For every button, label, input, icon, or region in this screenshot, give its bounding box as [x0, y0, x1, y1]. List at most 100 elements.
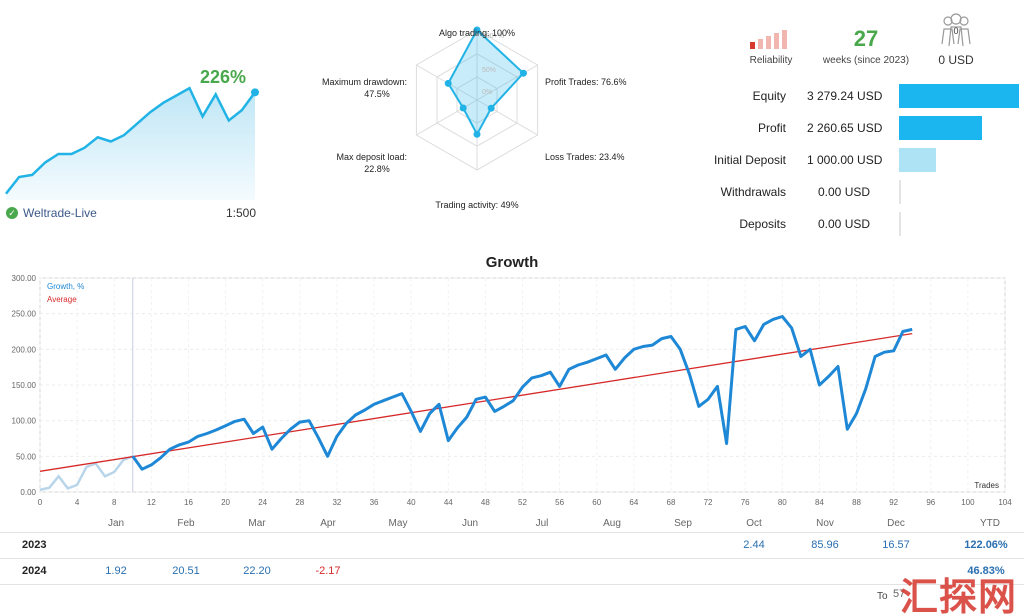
leverage: 1:500	[226, 206, 257, 220]
profit-bar	[899, 116, 982, 140]
ytd-return: 46.83%	[967, 565, 1005, 577]
y-tick-label: 50.00	[16, 452, 37, 461]
month-header: Jun	[461, 518, 479, 529]
growth-percent: 226%	[200, 67, 247, 87]
to-value: 57	[893, 588, 906, 600]
month-header: May	[388, 518, 408, 529]
withdrawals-bar	[899, 180, 901, 204]
growth-chart: 0.0050.00100.00150.00200.00250.00300.00 …	[12, 274, 1013, 507]
profit-value: 2 260.65 USD	[807, 121, 883, 135]
month-header: Nov	[816, 518, 834, 529]
radar-area	[447, 28, 525, 137]
month-return: 20.51	[172, 565, 200, 577]
x-tick-label: 28	[295, 498, 304, 507]
y-tick-label: 0.00	[20, 488, 36, 497]
radar-ring-label: 0%	[482, 89, 492, 96]
weeks-label: weeks (since 2023)	[822, 55, 910, 66]
month-header: Mar	[248, 518, 266, 529]
month-return: 2.44	[743, 539, 765, 551]
x-tick-label: 40	[407, 498, 416, 507]
x-tick-label: 72	[704, 498, 713, 507]
mini-growth-end-dot	[251, 88, 259, 97]
withdrawals-value: 0.00 USD	[818, 185, 871, 199]
table-divider	[0, 584, 1024, 585]
growth-chart-title: Growth	[485, 254, 539, 271]
month-header: Dec	[887, 518, 905, 529]
x-axis-ticks: 0 4 8 12 16 20 24 28 32 36 40 44 48 52 56 60 64 68 72 76 80 8…	[38, 498, 1012, 507]
y-tick-label: 200.00	[12, 345, 37, 354]
equity-bar	[899, 84, 1019, 108]
x-tick-label: 68	[667, 498, 676, 507]
equity-label: Equity	[752, 89, 786, 103]
radar-spoke	[416, 99, 478, 136]
y-tick-label: 100.00	[12, 417, 37, 426]
radar-ring-labels: 100+% 50% 0%	[482, 33, 504, 96]
year-label: 2023	[22, 539, 47, 551]
growth-history-line	[39, 455, 134, 492]
x-tick-label: 48	[481, 498, 490, 507]
radar-ring-label: 100+%	[482, 33, 504, 40]
x-tick-label: 16	[184, 498, 193, 507]
verified-check-icon: ✓	[6, 207, 18, 219]
radar-point	[487, 104, 495, 112]
x-tick-label: 92	[889, 498, 898, 507]
month-return: 16.57	[882, 539, 910, 551]
x-tick-label: 88	[852, 498, 861, 507]
x-tick-label: 64	[629, 498, 638, 507]
radar-axis-value: 47.5%	[364, 89, 390, 99]
ytd-header: YTD	[980, 518, 1000, 529]
radar-point	[473, 130, 481, 138]
x-tick-label: 76	[741, 498, 750, 507]
radar-point	[519, 69, 527, 77]
x-tick-label: 60	[592, 498, 601, 507]
x-tick-label: 0	[38, 498, 43, 507]
reliability-label: Reliability	[749, 55, 793, 66]
radar-axis-label: Loss Trades: 23.4%	[545, 152, 625, 162]
radar-axis-label: Profit Trades: 76.6%	[545, 77, 627, 87]
radar-axis-label: Max deposit load:	[336, 152, 407, 162]
radar-axis-labels: Algo trading: 100% Profit Trades: 76.6% Lo…	[322, 28, 627, 210]
weeks-count: 27	[853, 26, 879, 51]
x-tick-label: 84	[815, 498, 824, 507]
month-header: Feb	[177, 518, 195, 529]
broker-link[interactable]: ✓ Weltrade-Live	[6, 206, 97, 220]
month-return: 22.20	[243, 565, 271, 577]
month-header: Jul	[535, 518, 549, 529]
reliability-icon	[750, 30, 787, 49]
radar-chart: 100+% 50% 0% Algo trading: 100% Profit Trad…	[322, 26, 627, 210]
y-tick-label: 250.00	[12, 310, 37, 319]
y-tick-label: 150.00	[12, 381, 37, 390]
radar-point	[473, 26, 481, 34]
legend-growth: Growth, %	[47, 282, 84, 291]
subscribers-value: 0 USD	[938, 53, 974, 67]
x-tick-label: 8	[112, 498, 117, 507]
subscribers-count: 0	[953, 26, 958, 36]
year-label: 2024	[22, 565, 47, 577]
mini-growth-chart	[5, 86, 259, 200]
subscribers-icon: 0	[941, 13, 971, 47]
initial-deposit-value: 1 000.00 USD	[807, 153, 883, 167]
radar-axis-label: Maximum drawdown:	[322, 77, 407, 87]
initial-deposit-bar	[899, 148, 936, 172]
radar-points	[444, 26, 527, 138]
profit-label: Profit	[757, 121, 786, 135]
deposits-value: 0.00 USD	[818, 217, 871, 231]
radar-spoke	[476, 99, 538, 136]
month-return: 1.92	[105, 565, 127, 577]
x-tick-label: 32	[332, 498, 341, 507]
radar-point	[459, 104, 467, 112]
x-tick-label: 20	[221, 498, 230, 507]
mini-growth-line	[5, 86, 257, 195]
growth-line	[131, 315, 913, 471]
x-tick-label: 36	[370, 498, 379, 507]
month-header: Sep	[674, 518, 692, 529]
broker-name: Weltrade-Live	[23, 206, 97, 220]
ytd-return: 122.06%	[964, 539, 1008, 551]
radar-ring-label: 50%	[482, 67, 496, 74]
x-tick-label: 52	[518, 498, 527, 507]
x-tick-label: 12	[147, 498, 156, 507]
radar-axis-value: 22.8%	[364, 164, 390, 174]
radar-axis-label: Algo trading: 100%	[439, 28, 515, 38]
x-tick-label: 100	[961, 498, 975, 507]
chart-gridlines	[39, 277, 1006, 493]
